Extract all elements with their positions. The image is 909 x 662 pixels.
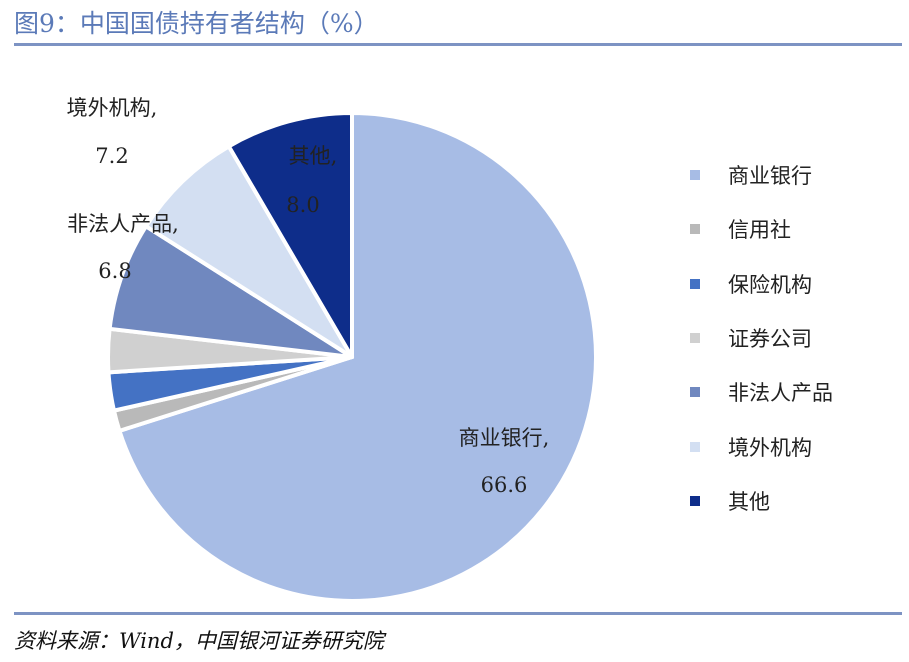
legend-swatch: [690, 333, 700, 344]
legend-label: 非法人产品: [728, 381, 833, 406]
pie-slice-0: [117, 111, 598, 603]
legend-item: 保险机构: [690, 257, 833, 311]
legend-item: 商业银行: [690, 148, 833, 202]
legend-swatch: [690, 278, 700, 289]
chart-legend: 商业银行信用社保险机构证券公司非法人产品境外机构其他: [690, 148, 833, 528]
slice-value-label-6: 8.0: [286, 193, 319, 217]
legend-swatch: [690, 441, 700, 452]
legend-swatch: [690, 170, 700, 181]
pie-slice-6: [226, 111, 354, 359]
legend-item: 其他: [690, 474, 833, 528]
title-divider: [14, 43, 902, 46]
chart-title: 图9：中国国债持有者结构（%）: [14, 9, 379, 38]
footer-divider: [14, 612, 902, 615]
legend-swatch: [690, 495, 700, 506]
slice-value-label-5: 7.2: [95, 144, 128, 168]
slice-label-4: 非法人产品,: [67, 212, 179, 236]
slice-label-0: 商业银行,: [459, 426, 550, 450]
pie-slice-4: [107, 224, 354, 359]
slice-value-label-0: 66.6: [481, 473, 528, 497]
slice-value-label-4: 6.8: [98, 259, 131, 283]
legend-label: 其他: [728, 489, 770, 514]
pie-slice-5: [143, 144, 354, 359]
legend-label: 保险机构: [728, 272, 812, 297]
legend-label: 证券公司: [728, 327, 812, 352]
legend-swatch: [690, 224, 700, 235]
slice-label-5: 境外机构,: [67, 96, 158, 120]
legend-label: 商业银行: [728, 164, 812, 189]
legend-swatch: [690, 387, 700, 398]
slice-label-6: 其他,: [289, 144, 338, 168]
legend-item: 境外机构: [690, 419, 833, 473]
legend-label: 信用社: [728, 218, 791, 243]
source-note: 资料来源：Wind，中国银河证券研究院: [14, 629, 384, 653]
legend-label: 境外机构: [728, 435, 812, 460]
legend-item: 证券公司: [690, 311, 833, 365]
legend-item: 非法人产品: [690, 365, 833, 419]
legend-item: 信用社: [690, 202, 833, 256]
